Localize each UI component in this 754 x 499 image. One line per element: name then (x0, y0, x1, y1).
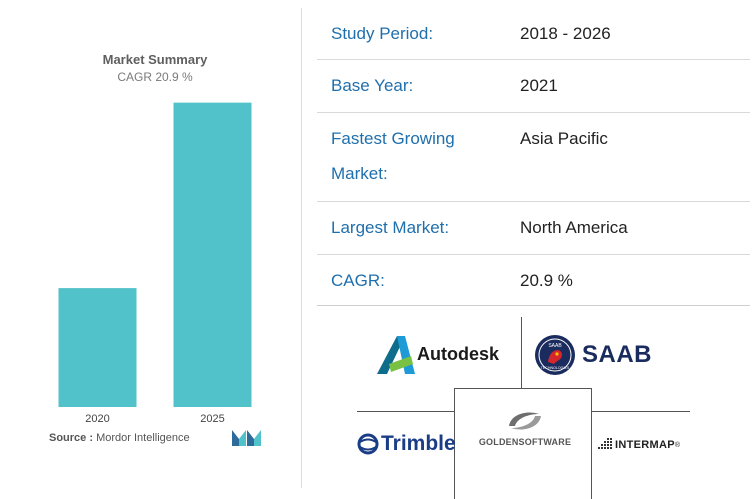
trimble-globe-icon (357, 433, 379, 455)
saab-wordmark: SAAB (582, 341, 653, 368)
market-stats-table: Study Period: 2018 - 2026 Base Year: 202… (317, 8, 750, 306)
logo-grid-box (454, 388, 592, 499)
stat-value: Asia Pacific (520, 129, 608, 148)
source-label: Source : (49, 432, 94, 444)
stat-row-cagr: CAGR: 20.9 % (317, 255, 750, 306)
intermap-logo: INTERMAP ® (595, 438, 680, 452)
registered-mark-icon: ® (674, 441, 681, 449)
saab-badge-top-text: SAAB (548, 343, 562, 349)
source-text: Mordor Intelligence (96, 432, 190, 444)
key-players-logos: Autodesk SAAB TECHNOLOGIES SAAB Trimble … (317, 302, 754, 499)
stat-row-study-period: Study Period: 2018 - 2026 (317, 8, 750, 60)
trimble-wordmark: Trimble (381, 432, 456, 455)
bar-2025 (173, 102, 252, 408)
trimble-logo: Trimble (357, 432, 456, 456)
x-tick-label: 2020 (85, 413, 109, 425)
chart-title: Market Summary (102, 52, 208, 67)
logo-grid-line (521, 317, 522, 389)
autodesk-logo: Autodesk (375, 334, 499, 374)
golden-software-swirl-icon (509, 412, 541, 430)
golden-software-wordmark: GOLDENSOFTWARE (478, 437, 572, 447)
stat-value: 2021 (520, 76, 558, 95)
stat-key: Largest Market: (331, 218, 450, 237)
stat-value: North America (520, 218, 628, 237)
logo-grid-line (590, 411, 690, 412)
mordor-intelligence-logo (232, 430, 261, 446)
saab-badge-bottom-text: TECHNOLOGIES (541, 366, 570, 370)
x-tick-label: 2025 (200, 413, 224, 425)
source-note: Source : Mordor Intelligence (49, 432, 190, 444)
saab-logo: SAAB TECHNOLOGIES SAAB (534, 334, 652, 376)
autodesk-wordmark: Autodesk (417, 343, 500, 364)
stat-key: CAGR: (331, 271, 385, 290)
stat-value: 20.9 % (520, 271, 573, 290)
stat-key: Base Year: (331, 76, 414, 95)
intermap-wordmark: INTERMAP (615, 439, 675, 451)
stat-row-base-year: Base Year: 2021 (317, 60, 750, 113)
stat-row-fastest-growing: Fastest Growing Market: Asia Pacific (317, 113, 750, 202)
intermap-grid-icon (598, 438, 612, 449)
stat-row-largest-market: Largest Market: North America (317, 202, 750, 255)
autodesk-a-icon (377, 336, 415, 374)
bar-2020 (58, 288, 137, 407)
stat-value: 2018 - 2026 (520, 24, 611, 43)
saab-griffin-badge-icon: SAAB TECHNOLOGIES (535, 335, 575, 375)
stat-key: Study Period: (331, 24, 434, 43)
panel-divider (301, 8, 302, 488)
logo-grid-line (357, 411, 454, 412)
market-summary-chart: 2020 2025 (58, 102, 252, 425)
stat-key: Fastest Growing Market: (331, 129, 455, 183)
golden-software-logo: GOLDENSOFTWARE (465, 408, 585, 447)
chart-subtitle: CAGR 20.9 % (117, 70, 193, 84)
